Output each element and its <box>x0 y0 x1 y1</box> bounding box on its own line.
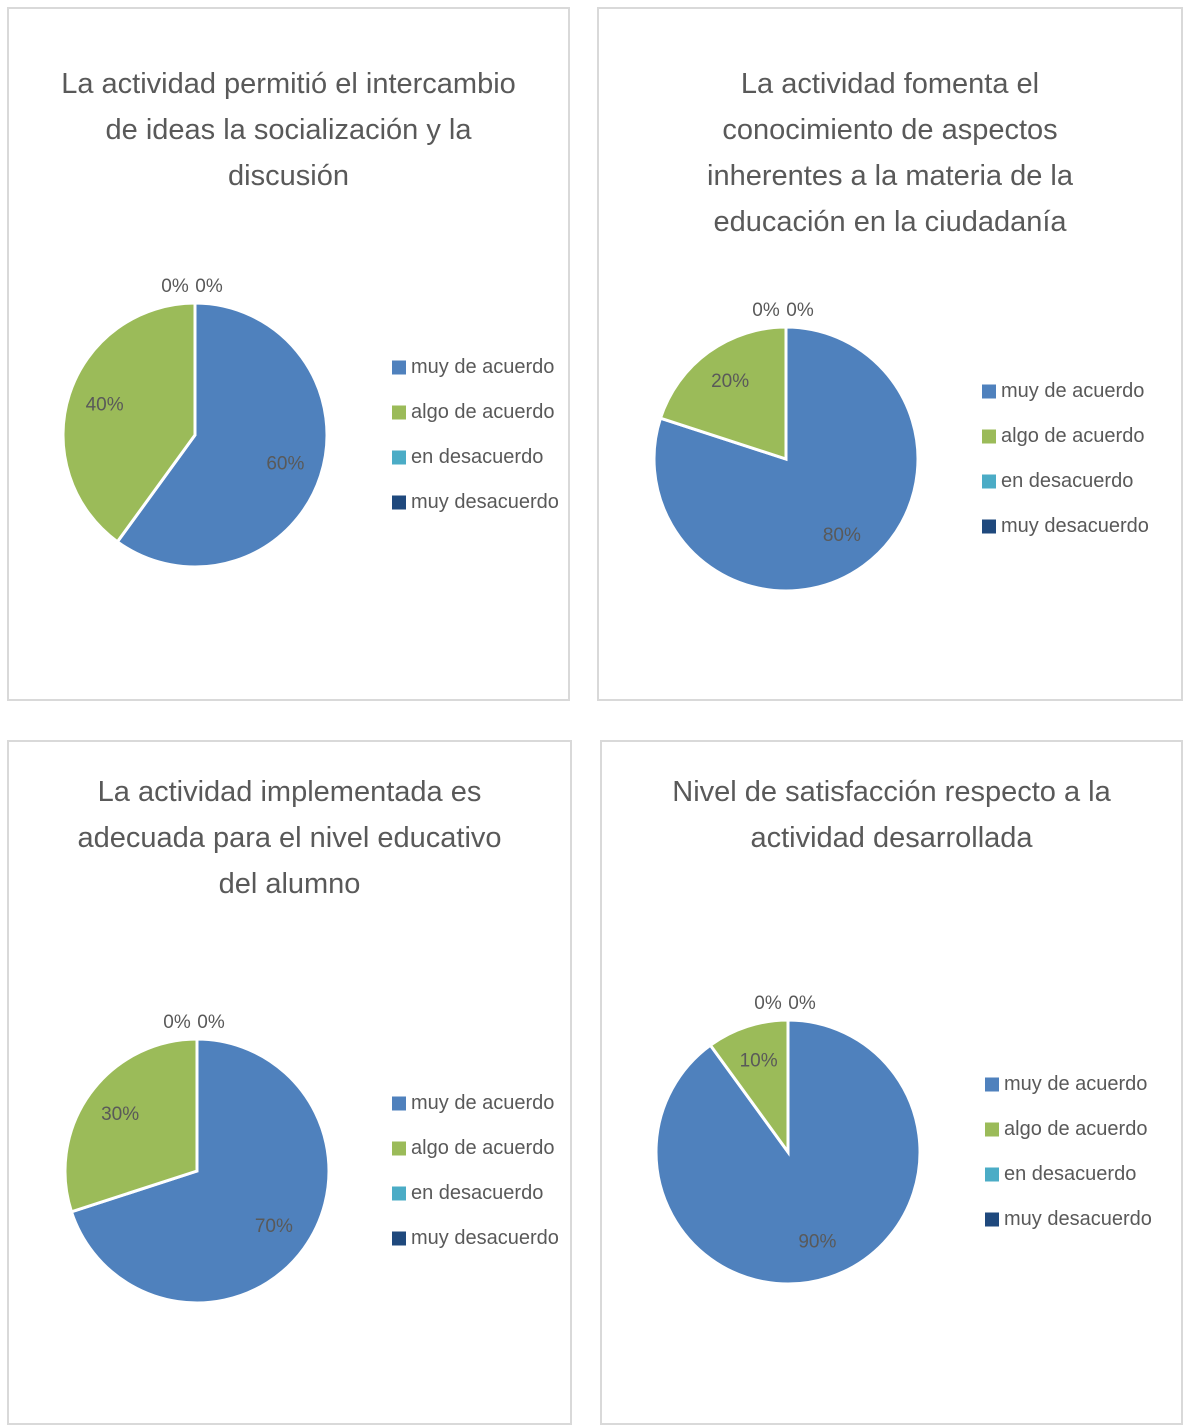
legend-swatch <box>982 474 996 489</box>
pie-slice <box>69 1037 331 1305</box>
pie-chart: 70% 30% 0% 0% muy de acuerdo algo de acuerdo e… <box>63 1012 559 1305</box>
data-label: 0% <box>195 276 223 297</box>
chart-title: Nivel de satisfacción respecto a la acti… <box>672 776 1111 854</box>
legend-label: algo de acuerdo <box>411 1137 554 1159</box>
data-label: 10% <box>740 1051 778 1072</box>
legend-label: muy de acuerdo <box>1004 1073 1147 1095</box>
pie-slice <box>61 301 197 544</box>
legend-label: muy de acuerdo <box>411 1092 554 1114</box>
legend-swatch <box>985 1077 999 1092</box>
legend-label: algo de acuerdo <box>411 401 554 423</box>
legend-swatch <box>982 519 996 534</box>
legend-swatch <box>985 1167 999 1182</box>
pie-slice <box>115 301 329 569</box>
legend-swatch <box>985 1122 999 1137</box>
chart-title: La actividad fomenta el conocimiento de … <box>707 68 1073 238</box>
legend-label: en desacuerdo <box>411 1182 543 1204</box>
data-label: 70% <box>255 1216 293 1237</box>
legend-swatch <box>982 384 996 399</box>
data-label: 60% <box>266 453 304 474</box>
chart-title: La actividad implementada es adecuada pa… <box>77 776 502 900</box>
data-label: 0% <box>197 1012 225 1033</box>
legend-swatch <box>392 1096 406 1111</box>
legend-swatch <box>392 1231 406 1246</box>
legend-label: muy de acuerdo <box>411 356 554 378</box>
data-label: 0% <box>786 300 814 321</box>
pie-chart: 90% 10% 0% 0% muy de acuerdo algo de acuerdo e… <box>654 993 1152 1286</box>
data-label: 0% <box>752 300 780 321</box>
pie-slice <box>708 1018 790 1157</box>
data-label: 80% <box>823 525 861 546</box>
chart-panel: 90% 10% 0% 0% muy de acuerdo algo de acuerdo e… <box>600 740 1183 1425</box>
data-label: 90% <box>798 1231 836 1252</box>
data-label: 30% <box>101 1104 139 1125</box>
pie-slice <box>658 325 788 462</box>
chart-title: La actividad permitió el intercambio de … <box>61 68 516 192</box>
legend-swatch <box>392 1141 406 1156</box>
legend-label: muy desacuerdo <box>1001 515 1149 537</box>
legend-label: algo de acuerdo <box>1001 425 1144 447</box>
data-label: 0% <box>754 993 782 1014</box>
chart-panel: 60% 40% 0% 0% muy de acuerdo algo de acuerdo e… <box>7 7 570 701</box>
legend-label: en desacuerdo <box>411 446 543 468</box>
legend-swatch <box>982 429 996 444</box>
legend-label: muy desacuerdo <box>411 1227 559 1249</box>
pie-chart: 80% 20% 0% 0% muy de acuerdo algo de acuerdo e… <box>652 300 1149 593</box>
data-label: 0% <box>163 1012 191 1033</box>
legend-label: muy de acuerdo <box>1001 380 1144 402</box>
chart-panel: 70% 30% 0% 0% muy de acuerdo algo de acuerdo e… <box>7 740 572 1425</box>
chart-panel: 80% 20% 0% 0% muy de acuerdo algo de acuerdo e… <box>597 7 1183 701</box>
legend-swatch <box>392 360 406 375</box>
legend-label: en desacuerdo <box>1001 470 1133 492</box>
data-label: 40% <box>86 395 124 416</box>
legend-label: algo de acuerdo <box>1004 1118 1147 1140</box>
legend-swatch <box>392 405 406 420</box>
legend-swatch <box>392 450 406 465</box>
legend-label: en desacuerdo <box>1004 1163 1136 1185</box>
pie-slice <box>63 1037 199 1214</box>
legend-swatch <box>392 495 406 510</box>
legend-label: muy desacuerdo <box>1004 1208 1152 1230</box>
data-label: 0% <box>161 276 189 297</box>
legend-swatch <box>392 1186 406 1201</box>
legend-swatch <box>985 1212 999 1227</box>
data-label: 0% <box>788 993 816 1014</box>
data-label: 20% <box>711 371 749 392</box>
legend-label: muy desacuerdo <box>411 491 559 513</box>
pie-chart: 60% 40% 0% 0% muy de acuerdo algo de acuerdo e… <box>61 276 559 569</box>
